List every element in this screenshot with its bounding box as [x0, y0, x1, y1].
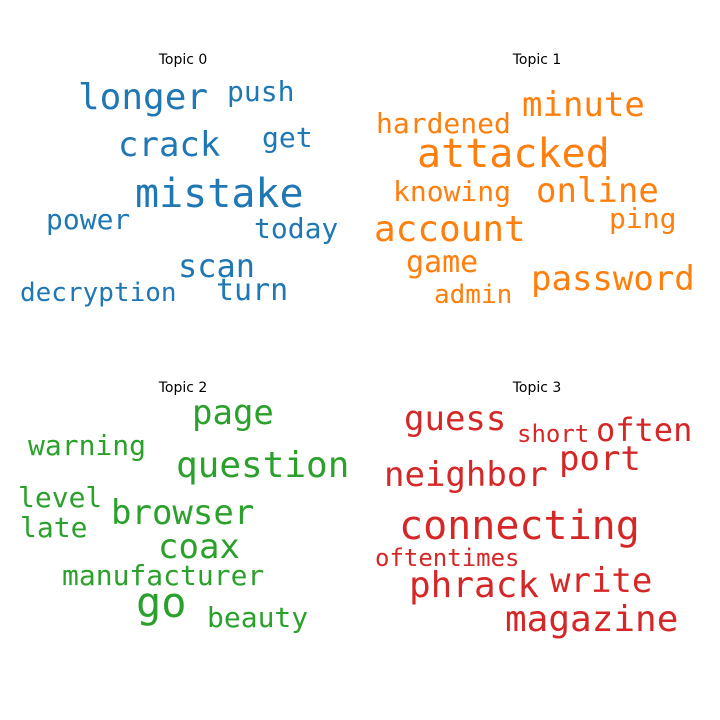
word-knowing: knowing [393, 175, 512, 208]
word-online: online [536, 171, 659, 211]
word-minute: minute [522, 85, 645, 125]
word-oftentimes: oftentimes [375, 544, 520, 572]
word-often: often [596, 411, 693, 449]
word-push: push [227, 75, 295, 108]
topic-0-title: Topic 0 [158, 52, 208, 68]
word-turn: turn [216, 273, 289, 308]
word-power: power [46, 203, 131, 236]
word-browser: browser [111, 493, 255, 533]
word-longer: longer [78, 77, 209, 118]
word-decryption: decryption [20, 278, 177, 308]
topic-1-title: Topic 1 [512, 52, 562, 68]
word-guess: guess [404, 399, 507, 439]
word-get: get [262, 121, 313, 154]
word-scan: scan [178, 247, 256, 285]
topic-2-title: Topic 2 [158, 380, 208, 396]
word-attacked: attacked [417, 131, 610, 177]
word-today: today [254, 212, 339, 245]
word-coax: coax [158, 527, 240, 567]
topic-1-panel: Topic 1 minute hardened attacked knowing… [360, 0, 720, 360]
word-game: game [406, 245, 479, 280]
word-password: password [531, 259, 695, 299]
word-account: account [374, 209, 526, 250]
word-port: port [559, 439, 641, 479]
word-ping: ping [609, 202, 677, 235]
word-hardened: hardened [376, 107, 511, 140]
word-short: short [517, 420, 590, 448]
word-question: question [176, 445, 350, 486]
word-late: late [20, 511, 88, 544]
topic-2-panel: Topic 2 page warning question level brow… [0, 360, 360, 720]
word-mistake: mistake [135, 171, 304, 217]
word-crack: crack [118, 125, 221, 165]
word-warning: warning [28, 429, 147, 462]
topic-0-panel: Topic 0 longer push crack get mistake po… [0, 0, 360, 360]
word-beauty: beauty [207, 601, 309, 634]
topic-3-panel: Topic 3 guess short often port neighbor … [360, 360, 720, 720]
topic-3-title: Topic 3 [512, 380, 562, 396]
word-page: page [192, 393, 274, 433]
word-admin: admin [434, 280, 513, 310]
word-go: go [136, 578, 187, 627]
word-neighbor: neighbor [384, 455, 548, 495]
word-phrack: phrack [409, 565, 540, 606]
word-magazine: magazine [505, 599, 679, 640]
word-write: write [550, 561, 653, 601]
word-level: level [18, 481, 103, 514]
word-manufacturer: manufacturer [62, 559, 265, 592]
word-connecting: connecting [399, 503, 640, 549]
